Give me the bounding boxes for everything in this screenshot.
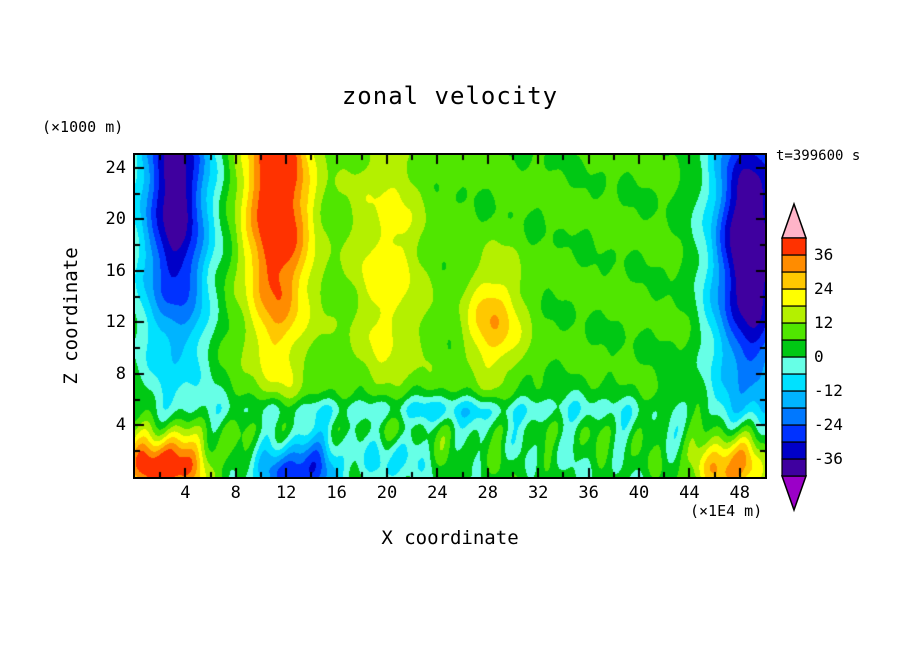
x-tick-label: 40: [628, 483, 650, 503]
x-tick-label: 4: [180, 483, 191, 503]
colorbar-tick-label: -24: [814, 415, 843, 434]
colorbar-tick-label: -12: [814, 381, 843, 400]
contour-plot-canvas: [135, 155, 765, 477]
x-tick-label: 20: [376, 483, 398, 503]
x-tick-label: 28: [477, 483, 499, 503]
y-tick-label: 24: [105, 157, 126, 178]
colorbar-under-arrow: [780, 475, 808, 513]
x-tick-label: 24: [427, 483, 448, 503]
time-annotation: t=399600 s: [776, 148, 861, 164]
colorbar-cell: [781, 356, 807, 375]
colorbar-cell: [781, 390, 807, 409]
colorbar-tick-label: 12: [814, 313, 833, 332]
colorbar-cell: [781, 305, 807, 324]
colorbar-cell: [781, 407, 807, 426]
colorbar-cell: [781, 271, 807, 290]
x-tick-label: 16: [326, 483, 347, 503]
y-tick-label: 16: [105, 260, 126, 281]
x-tick-label: 48: [729, 483, 751, 503]
x-axis-unit: (×1E4 m): [690, 502, 763, 520]
colorbar-tick-label: 0: [814, 347, 824, 366]
x-tick-label: 12: [275, 483, 297, 503]
z-axis-unit: (×1000 m): [42, 118, 124, 136]
colorbar-tick-label: -36: [814, 449, 843, 468]
x-tick-label: 8: [230, 483, 241, 503]
colorbar-cell: [781, 322, 807, 341]
y-tick-label: 20: [105, 209, 126, 230]
colorbar-cell: [781, 458, 807, 477]
colorbar: 36 24 12 0 -12 -24 -36: [780, 200, 880, 520]
colorbar-over-arrow: [780, 201, 808, 239]
colorbar-cell: [781, 339, 807, 358]
colorbar-tick-label: 24: [814, 279, 833, 298]
x-tick-label: 44: [679, 483, 700, 503]
x-tick-label: 36: [578, 483, 599, 503]
y-tick-label: 4: [115, 415, 126, 436]
colorbar-cell: [781, 424, 807, 443]
x-axis-label: X coordinate: [381, 527, 519, 549]
colorbar-tick-label: 36: [814, 245, 833, 264]
colorbar-cell: [781, 254, 807, 273]
colorbar-cell: [781, 373, 807, 392]
colorbar-cell: [781, 441, 807, 460]
colorbar-cell: [781, 237, 807, 256]
colorbar-cell: [781, 288, 807, 307]
chart-title: zonal velocity: [341, 82, 559, 110]
y-tick-label: 12: [105, 312, 126, 333]
y-tick-label: 8: [115, 363, 126, 384]
plot-frame: [133, 153, 767, 479]
x-tick-label: 32: [527, 483, 549, 503]
